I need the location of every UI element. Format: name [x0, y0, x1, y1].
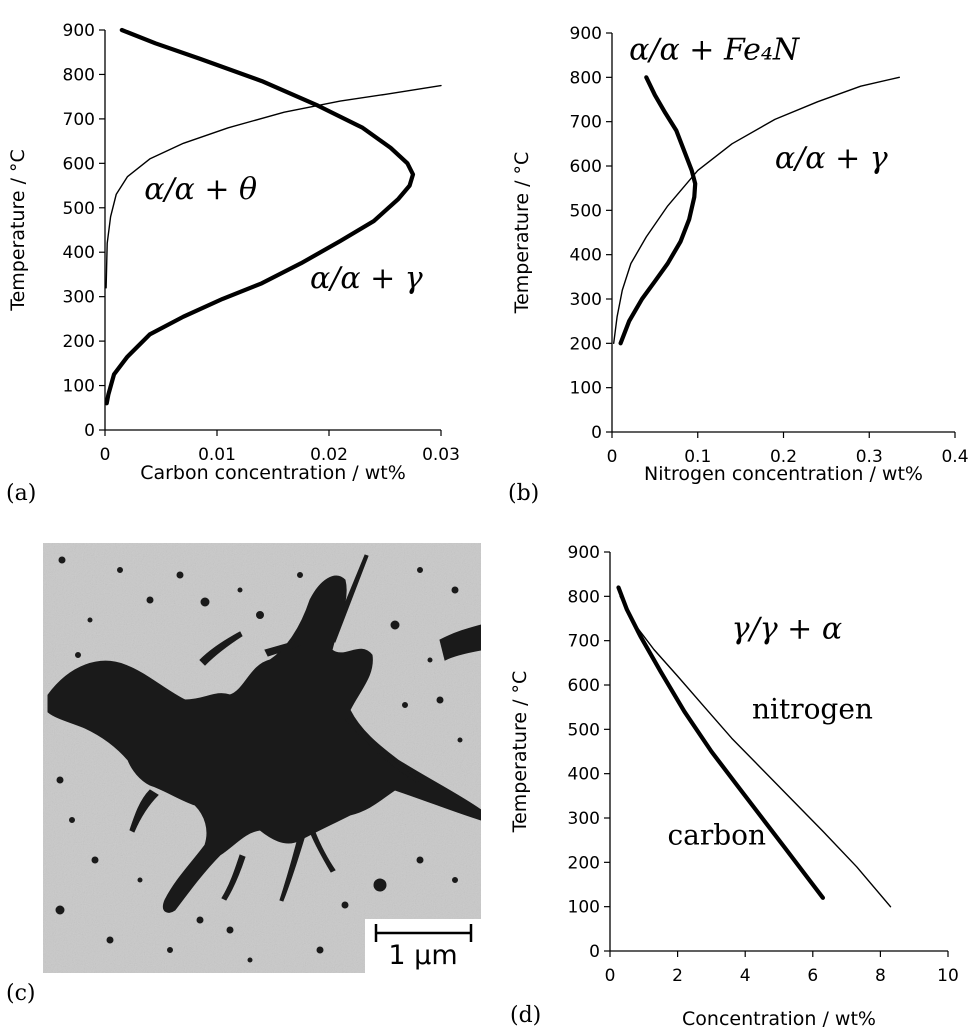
x-tick-label-d: 10: [937, 966, 959, 986]
series-line-a-thin: [105, 84, 442, 289]
x-tick-label-a: 0.03: [422, 445, 460, 465]
y-tick-label-b: 0: [591, 423, 602, 443]
y-tick-label-b: 900: [570, 24, 602, 44]
annotation-b-1: α/α + γ: [775, 141, 888, 176]
x-tick-label-b: 0.4: [941, 447, 968, 467]
y-tick-label-a: 900: [63, 21, 95, 41]
y-axis-title-d: Temperature / °C: [509, 671, 531, 834]
y-tick-label-b: 500: [570, 201, 602, 221]
annotation-b-0: α/α + Fe₄N: [629, 33, 801, 68]
series-line-d-nitrogen: [619, 595, 892, 908]
y-tick-label-a: 500: [63, 199, 95, 219]
y-tick-label-d: 500: [568, 720, 600, 740]
y-tick-label-a: 600: [63, 154, 95, 174]
y-tick-label-b: 800: [570, 68, 602, 88]
scale-bar-label: 1 μm: [388, 940, 457, 971]
y-tick-label-b: 700: [570, 113, 602, 133]
chart-panel-b: 0 100 200 300 400 500 600 700 800 900 0 0.1 0.2 0.3 0.…: [511, 24, 969, 485]
y-tick-label-d: 200: [568, 853, 600, 873]
y-tick-label-b: 600: [570, 157, 602, 177]
x-tick-label-d: 2: [672, 966, 683, 986]
x-tick-label-d: 0: [605, 966, 616, 986]
x-tick-label-b: 0: [607, 447, 618, 467]
x-tick-label-a: 0.02: [310, 445, 348, 465]
series-line-d-carbon: [616, 585, 825, 900]
y-tick-label-a: 400: [63, 243, 95, 263]
y-tick-label-b: 200: [570, 334, 602, 354]
series-line-b-thin: [613, 76, 900, 344]
series-line-b-thick: [618, 75, 698, 346]
y-tick-label-d: 700: [568, 632, 600, 652]
x-tick-label-d: 8: [875, 966, 886, 986]
y-axis-title-a: Temperature / °C: [7, 149, 29, 312]
x-tick-label-d: 6: [807, 966, 818, 986]
y-tick-label-a: 700: [63, 110, 95, 130]
annotation-a-0: α/α + θ: [144, 172, 257, 207]
annotation-d-2: carbon: [667, 819, 766, 852]
y-tick-label-a: 0: [84, 421, 95, 441]
scale-bar-box: [365, 919, 481, 973]
panel-label-b: (b): [508, 481, 539, 506]
y-axis-title-b: Temperature / °C: [511, 152, 533, 315]
y-tick-label-a: 300: [63, 288, 95, 308]
x-tick-label-b: 0.2: [770, 447, 797, 467]
micrograph-image: 1 μm: [43, 543, 481, 973]
y-tick-label-d: 0: [589, 942, 600, 962]
x-axis-title-d: Concentration / wt%: [682, 1008, 876, 1030]
y-tick-label-a: 800: [63, 65, 95, 85]
annotation-d-1: nitrogen: [752, 692, 873, 725]
y-tick-label-d: 600: [568, 676, 600, 696]
x-tick-label-b: 0.1: [684, 447, 711, 467]
y-tick-label-a: 100: [63, 377, 95, 397]
y-tick-label-d: 900: [568, 543, 600, 563]
x-axis-title-a: Carbon concentration / wt%: [140, 462, 406, 484]
x-axis-title-b: Nitrogen concentration / wt%: [644, 463, 923, 485]
y-tick-label-d: 300: [568, 809, 600, 829]
y-tick-label-b: 400: [570, 246, 602, 266]
chart-panel-a: 0 100 200 300 400 500 600 700 800 900 0 0.01 0.02 0.0…: [7, 21, 460, 484]
series-line-a-thick: [104, 27, 416, 406]
x-tick-label-a: 0: [100, 445, 111, 465]
x-tick-label-b: 0.3: [856, 447, 883, 467]
y-tick-label-b: 100: [570, 379, 602, 399]
annotation-d-0: γ/γ + α: [732, 611, 842, 646]
x-tick-label-d: 4: [740, 966, 751, 986]
y-tick-label-d: 400: [568, 765, 600, 785]
y-tick-label-d: 100: [568, 898, 600, 918]
panel-label-a: (a): [6, 481, 36, 506]
panel-label-d: (d): [510, 1003, 541, 1028]
chart-panel-d: 0 100 200 300 400 500 600 700 800 900 0 2 4 6 8 10 Conce…: [509, 543, 959, 1030]
panel-label-c: (c): [6, 981, 36, 1006]
y-tick-label-a: 200: [63, 332, 95, 352]
annotation-a-1: α/α + γ: [310, 261, 423, 296]
y-tick-label-d: 800: [568, 587, 600, 607]
y-tick-label-b: 300: [570, 290, 602, 310]
x-tick-label-a: 0.01: [198, 445, 236, 465]
